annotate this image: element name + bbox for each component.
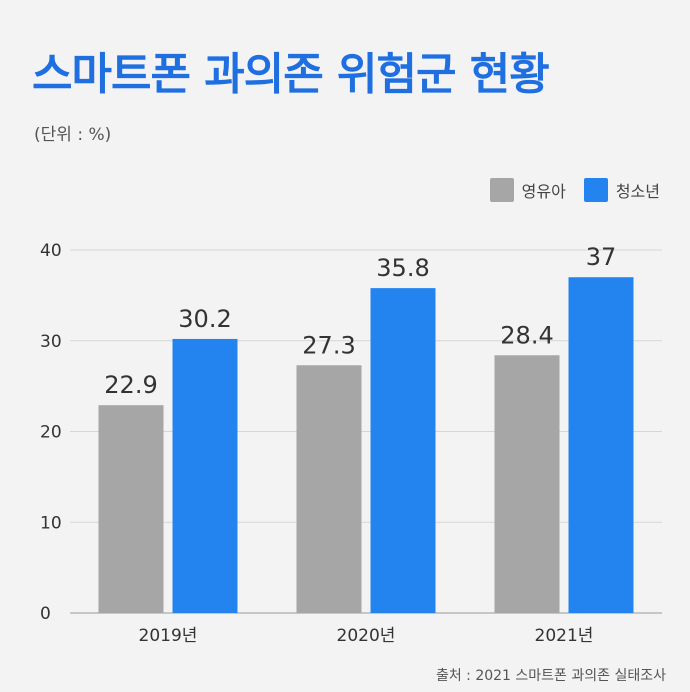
unit-note: (단위 : %) — [34, 125, 112, 145]
legend-item-series-0: 영유아 — [489, 178, 566, 202]
y-tick-label: 40 — [40, 241, 62, 261]
y-tick-label: 20 — [40, 423, 62, 443]
data-label: 30.2 — [178, 305, 231, 333]
legend-label-series-1: 청소년 — [615, 182, 660, 201]
legend-item-series-1: 청소년 — [583, 178, 660, 202]
y-tick-label: 30 — [40, 332, 62, 352]
x-tick-label: 2021년 — [535, 626, 594, 646]
y-tick-label: 10 — [40, 513, 62, 533]
bar-series-1 — [172, 338, 238, 613]
legend: 영유아 청소년 — [480, 178, 660, 202]
bar-series-0 — [494, 355, 560, 613]
data-label: 37 — [586, 243, 617, 271]
bar-series-0 — [98, 405, 164, 613]
data-label: 28.4 — [500, 321, 553, 349]
data-label: 27.3 — [302, 331, 355, 359]
source-note: 출처 : 2021 스마트폰 과의존 실태조사 — [435, 668, 666, 684]
data-label: 22.9 — [104, 371, 157, 399]
bar-series-1 — [568, 277, 634, 613]
legend-swatch-series-0 — [489, 178, 514, 202]
chart-title: 스마트폰 과의존 위험군 현황 — [32, 49, 550, 100]
bar-series-1 — [370, 288, 436, 613]
data-label: 35.8 — [376, 254, 429, 282]
bar-series-0 — [296, 365, 362, 613]
x-tick-label: 2019년 — [139, 626, 198, 646]
y-tick-label: 0 — [40, 604, 51, 624]
legend-label-series-0: 영유아 — [521, 182, 566, 201]
x-tick-label: 2020년 — [337, 626, 396, 646]
legend-swatch-series-1 — [583, 178, 608, 202]
